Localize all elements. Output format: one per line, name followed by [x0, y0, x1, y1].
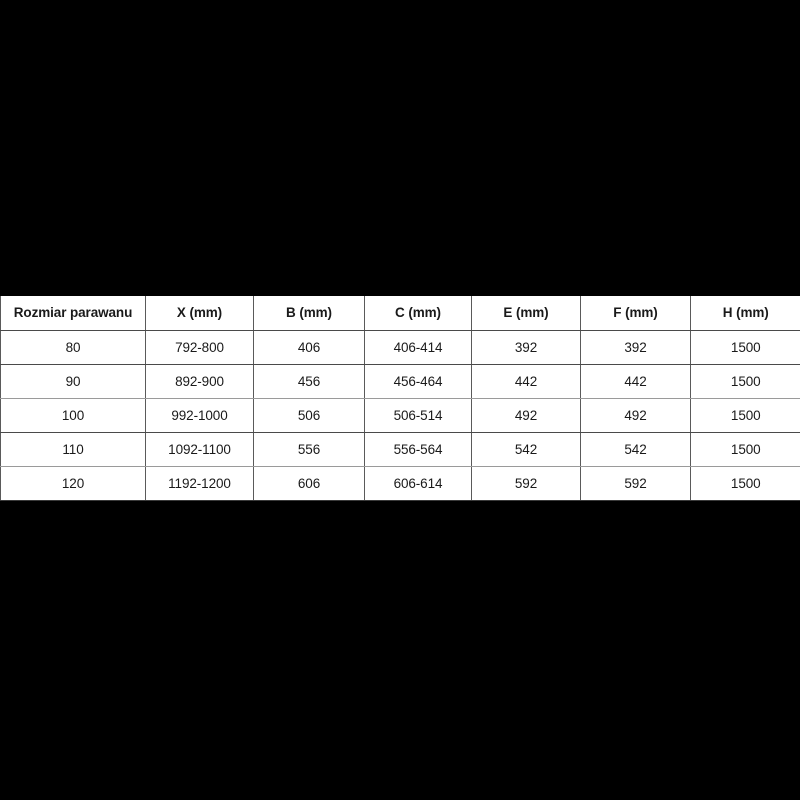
cell-c: 556-564	[364, 432, 472, 467]
cell-f: 442	[580, 364, 691, 399]
cell-h: 1500	[690, 398, 800, 433]
cell-b: 406	[253, 330, 365, 365]
cell-h: 1500	[690, 364, 800, 399]
cell-size: 120	[0, 466, 146, 501]
cell-b: 556	[253, 432, 365, 467]
cell-h: 1500	[690, 466, 800, 501]
cell-x: 792-800	[145, 330, 254, 365]
cell-x: 1092-1100	[145, 432, 254, 467]
cell-h: 1500	[690, 330, 800, 365]
cell-b: 606	[253, 466, 365, 501]
cell-h: 1500	[690, 432, 800, 467]
table-row: 90 892-900 456 456-464 442 442 1500	[0, 364, 800, 399]
table-header-row: Rozmiar parawanu X (mm) B (mm) C (mm) E …	[0, 296, 800, 331]
cell-e: 492	[471, 398, 581, 433]
cell-b: 456	[253, 364, 365, 399]
cell-size: 90	[0, 364, 146, 399]
cell-f: 542	[580, 432, 691, 467]
specification-table: Rozmiar parawanu X (mm) B (mm) C (mm) E …	[0, 296, 800, 501]
cell-size: 110	[0, 432, 146, 467]
cell-e: 592	[471, 466, 581, 501]
column-header-e: E (mm)	[471, 296, 581, 331]
cell-c: 406-414	[364, 330, 472, 365]
cell-f: 492	[580, 398, 691, 433]
column-header-size: Rozmiar parawanu	[0, 296, 146, 331]
cell-e: 442	[471, 364, 581, 399]
column-header-b: B (mm)	[253, 296, 365, 331]
table-row: 100 992-1000 506 506-514 492 492 1500	[0, 398, 800, 433]
cell-e: 392	[471, 330, 581, 365]
table-row: 80 792-800 406 406-414 392 392 1500	[0, 330, 800, 365]
specification-table-container: Rozmiar parawanu X (mm) B (mm) C (mm) E …	[0, 296, 800, 501]
cell-e: 542	[471, 432, 581, 467]
cell-c: 506-514	[364, 398, 472, 433]
column-header-x: X (mm)	[145, 296, 254, 331]
cell-x: 1192-1200	[145, 466, 254, 501]
cell-c: 456-464	[364, 364, 472, 399]
table-row: 110 1092-1100 556 556-564 542 542 1500	[0, 432, 800, 467]
cell-x: 992-1000	[145, 398, 254, 433]
column-header-c: C (mm)	[364, 296, 472, 331]
cell-size: 80	[0, 330, 146, 365]
column-header-h: H (mm)	[690, 296, 800, 331]
cell-x: 892-900	[145, 364, 254, 399]
cell-f: 392	[580, 330, 691, 365]
table-header: Rozmiar parawanu X (mm) B (mm) C (mm) E …	[0, 296, 800, 331]
cell-size: 100	[0, 398, 146, 433]
table-body: 80 792-800 406 406-414 392 392 1500 90 8…	[0, 330, 800, 501]
cell-f: 592	[580, 466, 691, 501]
column-header-f: F (mm)	[580, 296, 691, 331]
table-row: 120 1192-1200 606 606-614 592 592 1500	[0, 466, 800, 501]
cell-c: 606-614	[364, 466, 472, 501]
cell-b: 506	[253, 398, 365, 433]
